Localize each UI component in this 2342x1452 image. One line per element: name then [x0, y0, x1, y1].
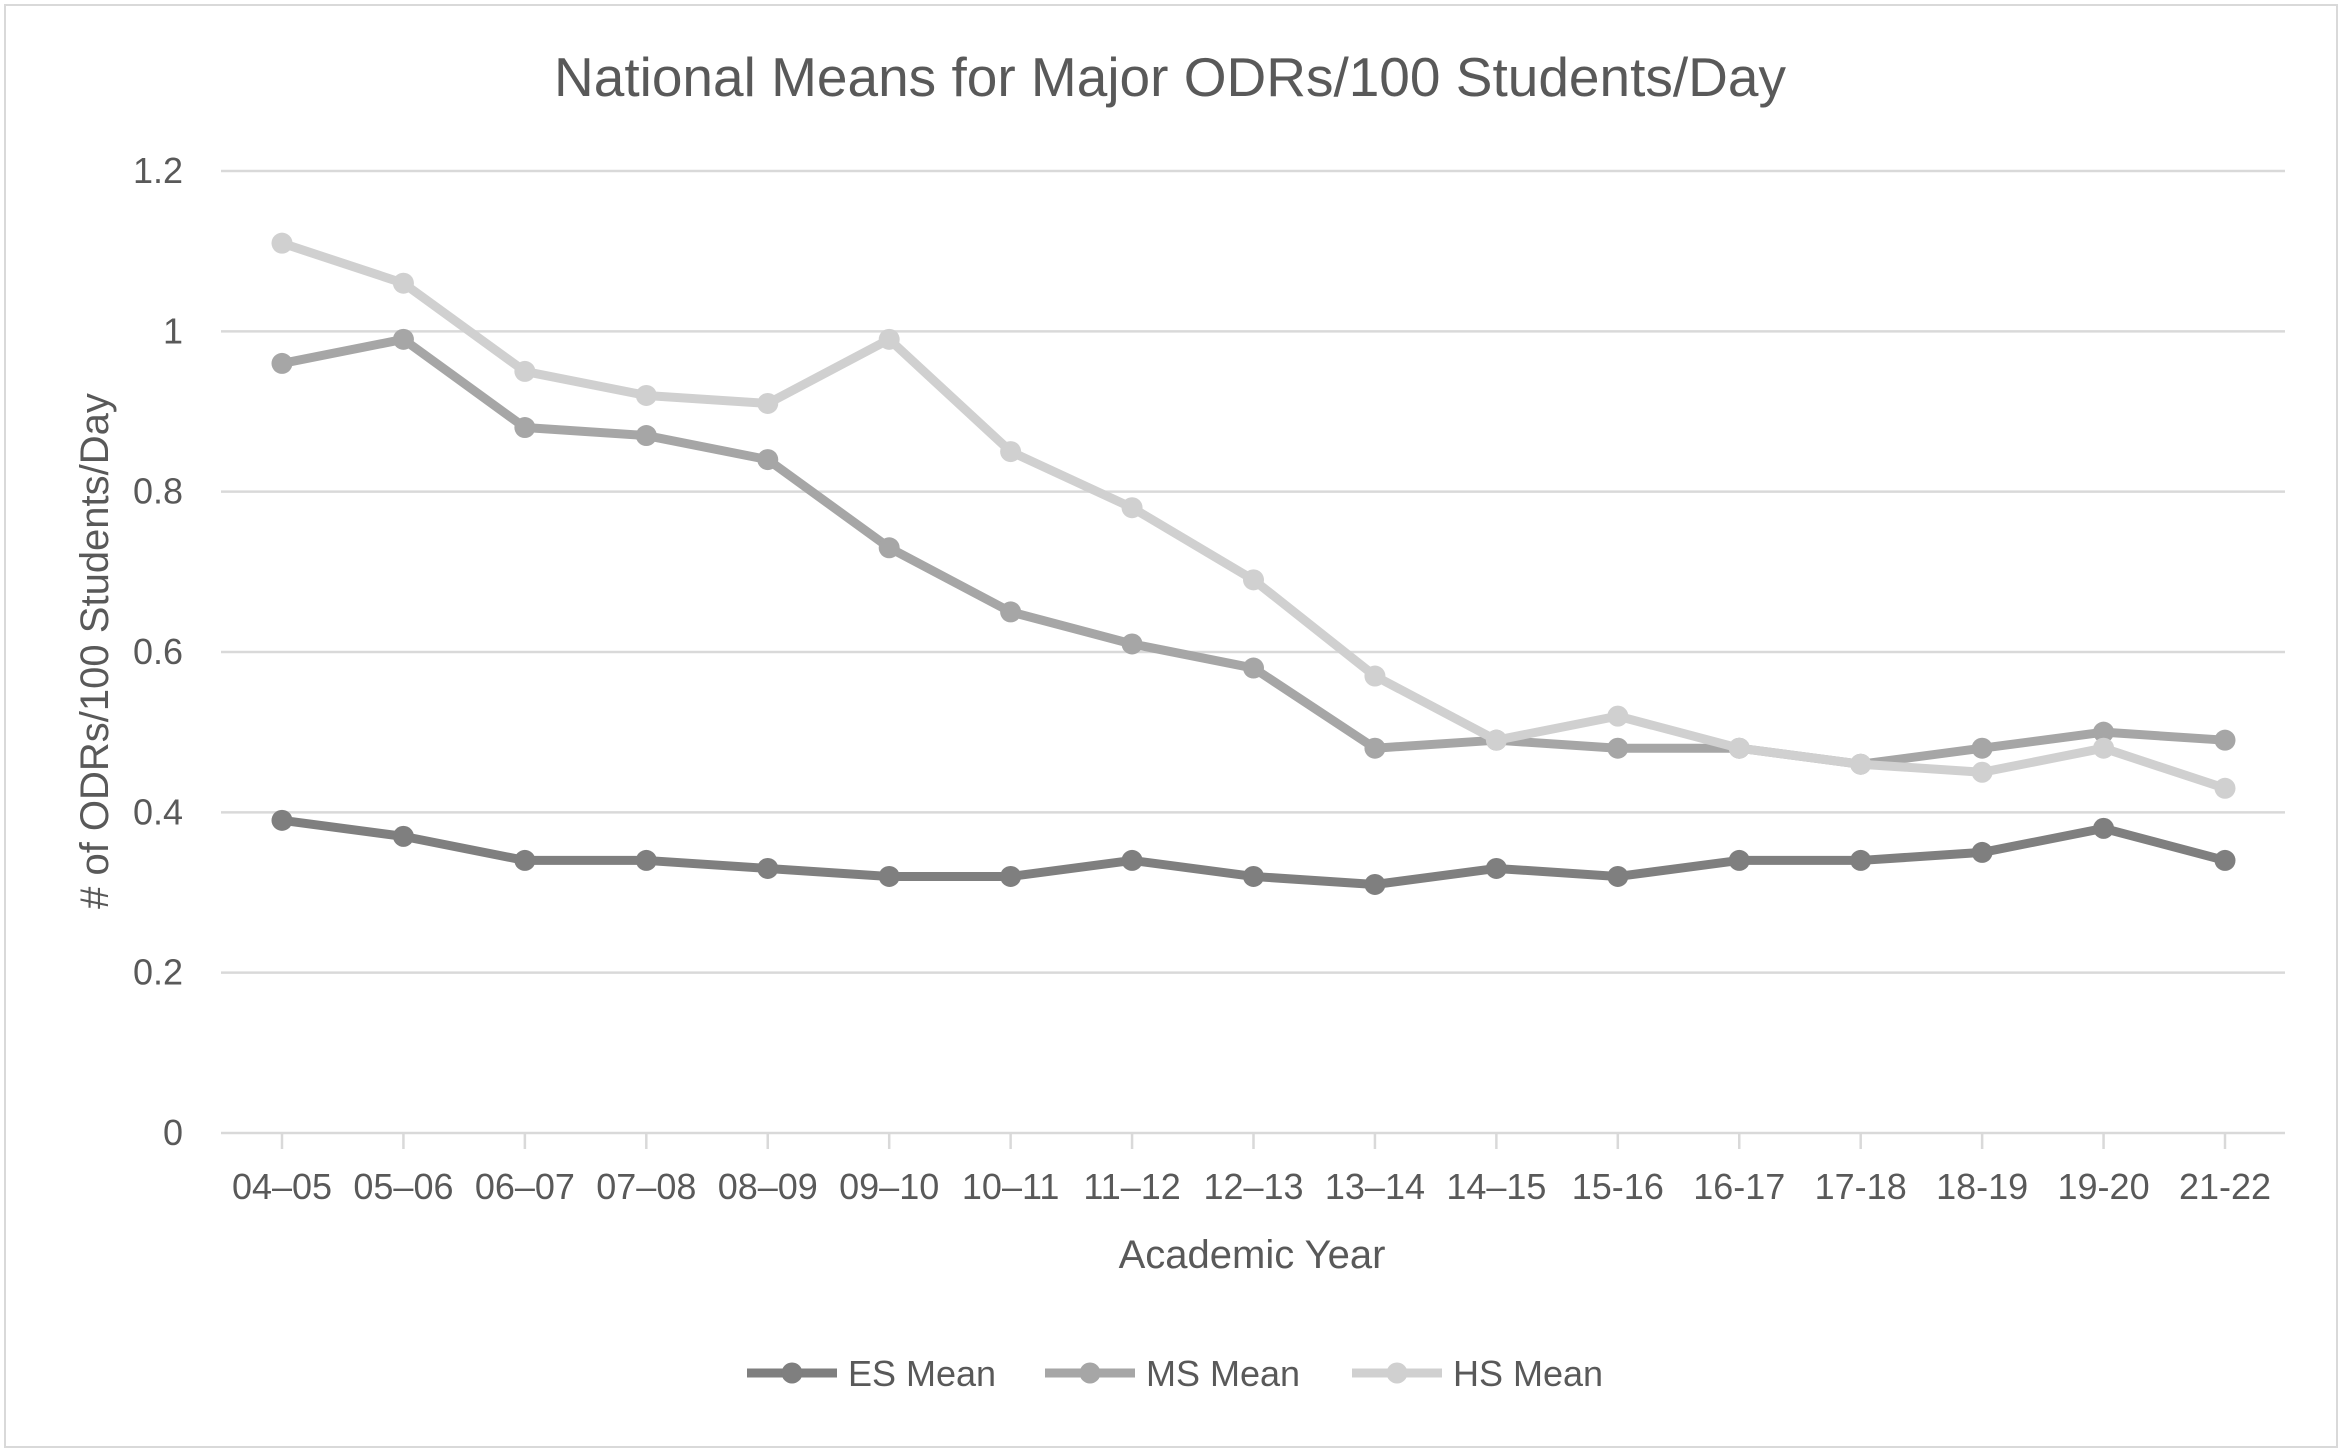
- x-tick-label: 17-18: [1815, 1166, 1907, 1207]
- x-tick-label: 13–14: [1325, 1166, 1425, 1207]
- data-point-ms-mean: [514, 417, 536, 439]
- chart-frame: [4, 4, 2338, 1448]
- data-point-es-mean: [1728, 849, 1750, 871]
- legend: ES Mean MS Mean HS Mean: [747, 1353, 1603, 1394]
- x-tick-label: 05–06: [353, 1166, 453, 1207]
- data-point-ms-mean: [1971, 737, 1993, 759]
- x-tick-label: 09–10: [839, 1166, 939, 1207]
- x-tick-label: 07–08: [596, 1166, 696, 1207]
- data-point-hs-mean: [1485, 729, 1507, 751]
- chart-title: National Means for Major ODRs/100 Studen…: [554, 46, 1786, 108]
- legend-swatch-marker: [1079, 1362, 1101, 1384]
- x-tick-label: 08–09: [718, 1166, 818, 1207]
- data-point-hs-mean: [392, 272, 414, 294]
- data-point-es-mean: [878, 865, 900, 887]
- data-point-hs-mean: [635, 384, 657, 406]
- legend-label: MS Mean: [1146, 1353, 1300, 1394]
- data-point-ms-mean: [878, 537, 900, 559]
- data-point-es-mean: [2214, 849, 2236, 871]
- series-ms-mean: [271, 328, 2236, 775]
- data-point-es-mean: [392, 825, 414, 847]
- y-tick-label: 0.4: [133, 791, 183, 832]
- data-point-es-mean: [757, 857, 779, 879]
- x-tick-label: 04–05: [232, 1166, 332, 1207]
- data-point-es-mean: [635, 849, 657, 871]
- data-point-hs-mean: [757, 392, 779, 414]
- data-point-hs-mean: [1364, 665, 1386, 687]
- y-tick-label: 0.8: [133, 471, 183, 512]
- legend-label: ES Mean: [848, 1353, 996, 1394]
- x-tick-label: 21-22: [2179, 1166, 2271, 1207]
- series-line-ms-mean: [277, 334, 2230, 769]
- data-point-ms-mean: [392, 328, 414, 350]
- x-axis-title: Academic Year: [1119, 1233, 1386, 1277]
- legend-item-hs-mean: HS Mean: [1352, 1353, 1603, 1394]
- x-tick-label: 18-19: [1936, 1166, 2028, 1207]
- data-point-ms-mean: [271, 352, 293, 374]
- legend-item-ms-mean: MS Mean: [1045, 1353, 1300, 1394]
- data-point-es-mean: [1000, 865, 1022, 887]
- x-tick-label: 06–07: [475, 1166, 575, 1207]
- y-axis-title: # of ODRs/100 Students/Day: [73, 393, 117, 909]
- data-point-es-mean: [1850, 849, 1872, 871]
- y-tick-label: 0.6: [133, 631, 183, 672]
- data-point-ms-mean: [2093, 721, 2115, 743]
- data-point-ms-mean: [635, 425, 657, 447]
- data-point-ms-mean: [1000, 601, 1022, 623]
- data-point-ms-mean: [1607, 737, 1629, 759]
- data-point-ms-mean: [757, 449, 779, 471]
- data-point-ms-mean: [1121, 633, 1143, 655]
- y-tick-label: 0.2: [133, 952, 183, 993]
- series-hs-mean: [271, 232, 2236, 799]
- data-point-es-mean: [514, 849, 536, 871]
- data-point-ms-mean: [1243, 657, 1264, 679]
- x-tick-label: 15-16: [1572, 1166, 1664, 1207]
- data-point-es-mean: [1485, 857, 1507, 879]
- data-point-hs-mean: [514, 360, 536, 382]
- data-point-hs-mean: [2214, 777, 2236, 799]
- data-point-hs-mean: [1728, 737, 1750, 759]
- data-point-hs-mean: [2093, 737, 2115, 759]
- data-point-es-mean: [2093, 817, 2115, 839]
- data-point-hs-mean: [271, 232, 293, 254]
- y-tick-label: 0: [163, 1112, 183, 1153]
- x-tick-label: 12–13: [1203, 1166, 1303, 1207]
- x-tick-label: 16-17: [1693, 1166, 1785, 1207]
- y-tick-label: 1: [163, 310, 183, 351]
- x-tick-label: 14–15: [1446, 1166, 1546, 1207]
- x-axis: 04–05 05–06 06–07 07–08 08–09 09–10 10–11 11–12…: [221, 1131, 2285, 1207]
- data-point-hs-mean: [1000, 441, 1022, 463]
- data-point-hs-mean: [878, 328, 900, 350]
- data-point-hs-mean: [1971, 761, 1993, 783]
- legend-item-es-mean: ES Mean: [747, 1353, 996, 1394]
- legend-swatch-marker: [781, 1362, 803, 1384]
- x-tick-label: 19-20: [2058, 1166, 2150, 1207]
- data-point-ms-mean: [2214, 729, 2236, 751]
- data-point-es-mean: [1121, 849, 1143, 871]
- legend-swatch-marker: [1386, 1362, 1408, 1384]
- data-point-hs-mean: [1607, 705, 1629, 727]
- series-lines: [271, 232, 2236, 895]
- gridlines: [221, 169, 2285, 974]
- data-point-es-mean: [271, 809, 293, 831]
- legend-label: HS Mean: [1453, 1353, 1603, 1394]
- data-point-es-mean: [1364, 873, 1386, 895]
- y-axis-ticks: 0 0.2 0.4 0.6 0.8 1 1.2: [133, 150, 183, 1153]
- data-point-ms-mean: [1364, 737, 1386, 759]
- series-line-hs-mean: [277, 238, 2230, 793]
- data-point-es-mean: [1971, 841, 1993, 863]
- data-point-es-mean: [1243, 865, 1264, 887]
- data-point-hs-mean: [1243, 569, 1264, 591]
- data-point-hs-mean: [1850, 753, 1872, 775]
- series-es-mean: [271, 809, 2236, 895]
- y-tick-label: 1.2: [133, 150, 183, 191]
- data-point-hs-mean: [1121, 497, 1143, 519]
- data-point-es-mean: [1607, 865, 1629, 887]
- x-tick-label: 10–11: [962, 1166, 1059, 1207]
- x-tick-label: 11–12: [1083, 1166, 1180, 1207]
